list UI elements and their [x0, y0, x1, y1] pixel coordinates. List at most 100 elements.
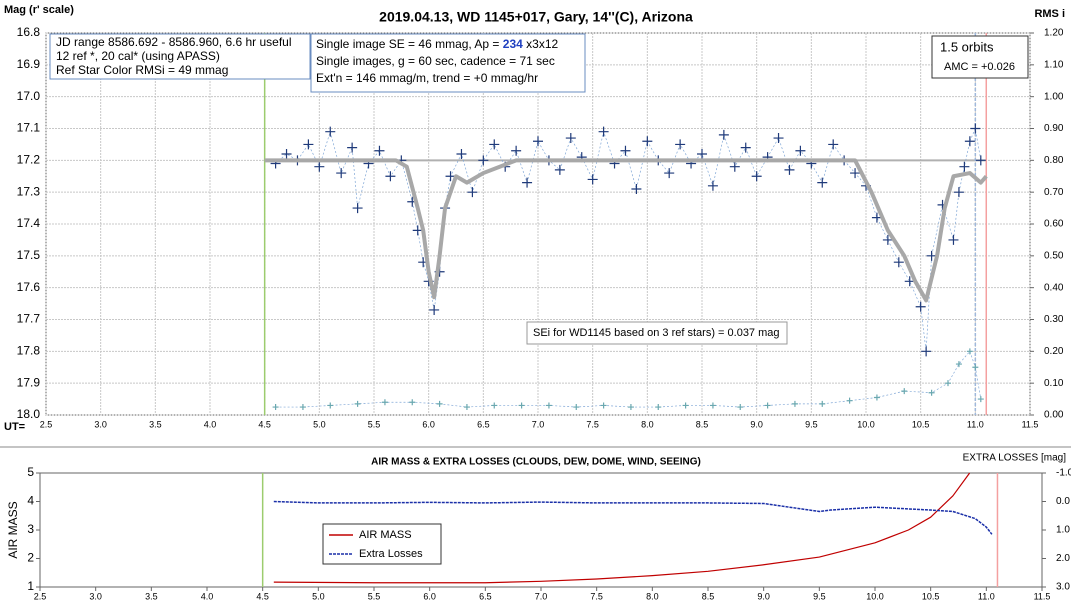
annotation-text: 1.5 orbits — [940, 39, 994, 54]
annotation-part: Single image SE = 46 mmag, Ap = — [316, 37, 503, 51]
x-tick-label: 6.5 — [479, 591, 492, 601]
data-point — [970, 123, 981, 134]
x-tick-label: 11.5 — [1022, 419, 1039, 429]
data-point — [627, 404, 634, 411]
y-tick-label: 17.7 — [17, 312, 41, 326]
data-point — [791, 400, 798, 407]
data-point — [327, 402, 334, 409]
legend-label: Extra Losses — [359, 548, 423, 560]
connector-line — [275, 350, 982, 408]
data-point — [901, 388, 908, 395]
y-axis-label: Mag (r' scale) — [4, 4, 74, 16]
data-point — [445, 171, 456, 182]
annotation-text: AMC = +0.026 — [944, 61, 1015, 73]
x-tick-label: 4.0 — [204, 419, 217, 429]
data-point — [352, 203, 363, 214]
x-tick-label: 5.0 — [312, 591, 325, 601]
data-point — [953, 187, 964, 198]
y-tick-label: 17.3 — [17, 184, 41, 198]
x-tick-label: 7.5 — [590, 591, 603, 601]
x-tick-label: 7.5 — [586, 419, 599, 429]
data-point — [522, 177, 533, 188]
y2-tick-label: 1.10 — [1044, 59, 1064, 70]
y2-tick-label: 0.00 — [1044, 410, 1064, 421]
data-point — [751, 171, 762, 182]
annotation-text: Ref Star Color RMSi = 49 mmag — [56, 63, 228, 77]
series-line — [264, 158, 988, 303]
x-tick-label: 9.0 — [750, 419, 763, 429]
y2-tick-label: 0.40 — [1044, 282, 1064, 293]
data-point — [600, 402, 607, 409]
x-tick-label: 6.5 — [477, 419, 490, 429]
x-tick-label: 7.0 — [535, 591, 548, 601]
y2-tick-label: 0.90 — [1044, 123, 1064, 134]
y2-tick-label: 1.0 — [1056, 525, 1070, 536]
y-tick-label: 16.8 — [17, 25, 41, 39]
annotation-box — [310, 33, 586, 93]
data-point — [533, 136, 543, 147]
y-tick-label: 17.6 — [17, 280, 41, 294]
y-tick-label: 3 — [27, 522, 34, 536]
y-tick-label: 17.8 — [17, 344, 41, 358]
y2-axis-label: EXTRA LOSSES [mag] — [963, 453, 1067, 464]
series-line — [273, 500, 993, 535]
annotation-text: SEi for WD1145 based on 3 ref stars) = 0… — [533, 327, 780, 339]
data-point — [972, 364, 979, 371]
y-tick-label: 17.1 — [17, 121, 41, 135]
data-point — [773, 133, 784, 144]
y-tick-label: 17.2 — [17, 153, 41, 167]
x-tick-label: 5.5 — [368, 591, 381, 601]
data-point — [893, 257, 904, 268]
x-tick-label: 10.0 — [866, 591, 884, 601]
data-point — [554, 164, 565, 175]
data-point — [948, 234, 959, 245]
y2-tick-label: 0.50 — [1044, 250, 1064, 261]
annotation-text: Single image SE = 46 mmag, Ap = 234 x3x1… — [316, 37, 558, 51]
x-tick-label: 4.5 — [256, 591, 269, 601]
legend-box — [322, 523, 442, 565]
data-point — [631, 183, 642, 194]
x-tick-label: 10.0 — [857, 419, 875, 429]
x-tick-label: 5.0 — [313, 419, 326, 429]
data-point — [707, 180, 718, 191]
data-point — [921, 346, 932, 357]
y-tick-label: 1 — [27, 579, 34, 593]
annotation-text: JD range 8586.692 - 8586.960, 6.6 hr use… — [56, 35, 292, 49]
data-point — [385, 171, 396, 182]
annotation-text: Ext'n = 146 mmag/m, trend = +0 mmag/hr — [316, 71, 538, 85]
data-point — [675, 139, 686, 150]
y2-tick-label: 1.20 — [1044, 28, 1064, 39]
plot-area — [39, 472, 1043, 588]
data-point — [511, 145, 522, 156]
data-point — [682, 402, 689, 409]
annotation-box — [49, 33, 311, 80]
data-point — [347, 142, 358, 153]
x-tick-label: 10.5 — [912, 419, 930, 429]
x-tick-label: 8.5 — [696, 419, 709, 429]
data-point — [545, 402, 552, 409]
x-tick-label: 3.5 — [149, 419, 162, 429]
data-point — [966, 348, 973, 355]
data-point — [873, 394, 880, 401]
data-point — [945, 380, 951, 387]
y-axis-label: AIR MASS — [6, 501, 20, 558]
x-tick-label: 9.5 — [813, 591, 826, 601]
data-point — [409, 399, 416, 406]
data-point — [381, 399, 388, 406]
data-point — [975, 155, 986, 166]
x-tick-label: 8.0 — [646, 591, 659, 601]
y2-tick-label: 0.60 — [1044, 219, 1064, 230]
x-tick-label: 4.5 — [258, 419, 271, 429]
y-tick-label: 4 — [27, 494, 34, 508]
x-tick-label: 8.5 — [702, 591, 715, 601]
chart-title: 2019.04.13, WD 1145+017, Gary, 14''(C), … — [379, 9, 693, 25]
chart-title: AIR MASS & EXTRA LOSSES (CLOUDS, DEW, DO… — [371, 457, 701, 468]
y2-tick-label: 0.10 — [1044, 378, 1064, 389]
data-point — [491, 402, 498, 409]
y2-tick-label: 0.80 — [1044, 155, 1064, 166]
y-tick-label: 17.5 — [17, 248, 41, 262]
data-point — [587, 174, 598, 185]
x-tick-label: 3.0 — [94, 419, 107, 429]
data-point — [489, 139, 500, 150]
data-point — [819, 400, 826, 407]
